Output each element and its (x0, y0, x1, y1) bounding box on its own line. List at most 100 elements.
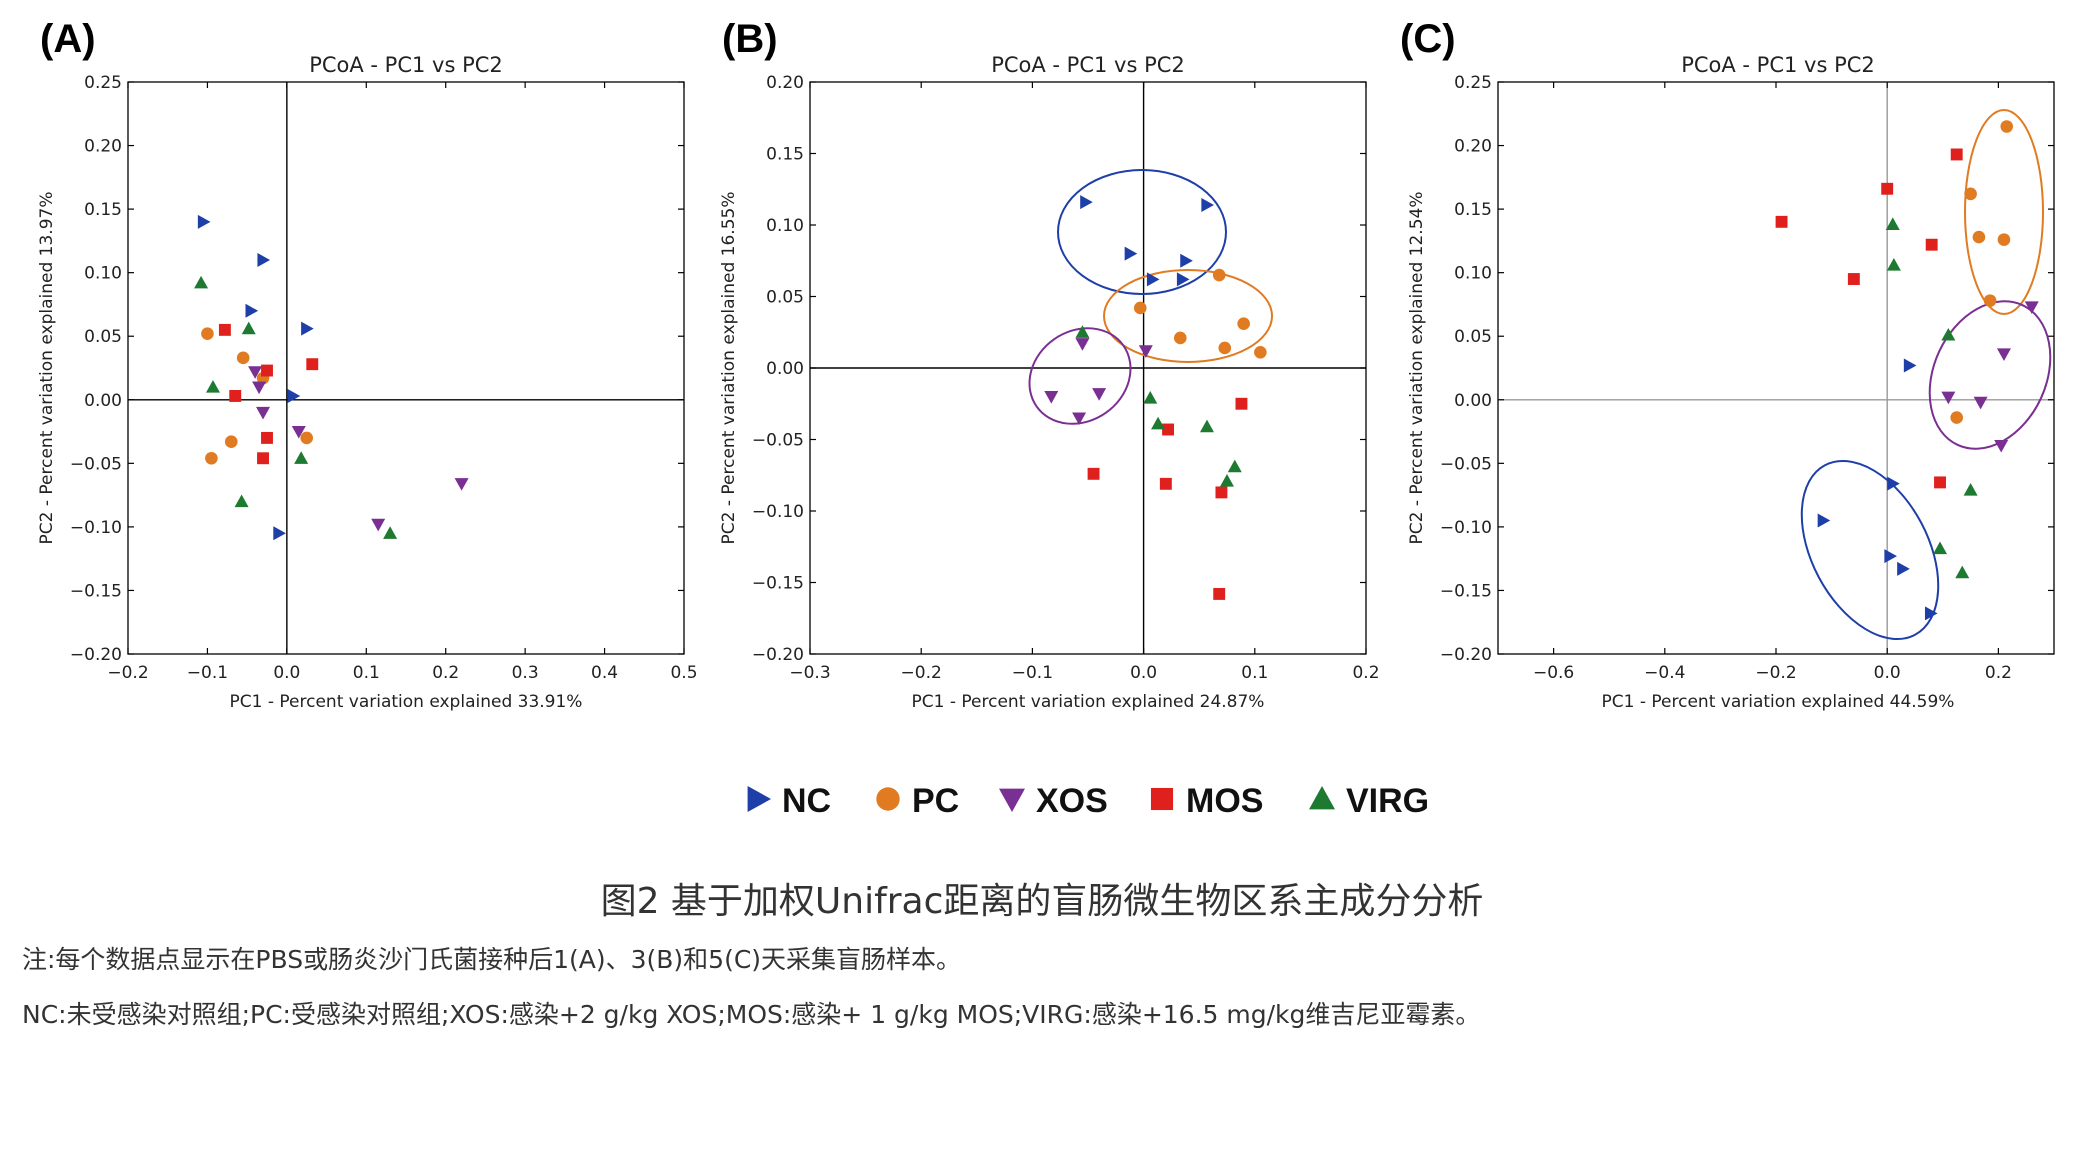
y-tick-label: 0.20 (1454, 137, 1492, 157)
panel-b-points (1044, 195, 1267, 600)
x-tick-label: 0.0 (1130, 663, 1157, 683)
panel-c-nc-ellipse (1800, 459, 1940, 641)
panel-b-nc-ellipse (1057, 169, 1227, 295)
point-pc (1133, 301, 1147, 315)
point-mos (1087, 467, 1100, 480)
panel-c-axes: −0.6 −0.4 −0.2 0.0 0.2 −0.20 −0.15 −0.10 −0.05 0.… (1440, 73, 2055, 683)
point-virg (1886, 258, 1901, 271)
point-xos (1941, 391, 1956, 405)
point-pc (1950, 411, 1963, 424)
point-pc (1972, 230, 1986, 244)
figure-note-line-2: NC:未受感染对照组;PC:受感染对照组;XOS:感染+2 g/kg XOS;M… (22, 1000, 1481, 1029)
point-pc (1254, 345, 1267, 359)
legend-marker-mos (1150, 787, 1174, 811)
legend-item-mos: MOS (1150, 782, 1263, 820)
y-tick-label: −0.15 (70, 581, 122, 601)
panel-c-pc-ellipse (1964, 109, 2044, 315)
panel-a-ylabel: PC2 - Percent variation explained 13.97% (37, 192, 57, 545)
point-pc (1997, 233, 2011, 246)
x-tick-label: 0.2 (1352, 663, 1379, 683)
legend: NC PC XOS MOS VIRG (747, 782, 1429, 820)
legend-label-virg: VIRG (1346, 782, 1429, 820)
y-tick-label: 0.15 (84, 200, 122, 220)
point-mos (1934, 476, 1946, 489)
y-tick-label: 0.15 (766, 145, 804, 165)
point-virg (1963, 483, 1978, 496)
panel-c-xlabel: PC1 - Percent variation explained 44.59% (1602, 692, 1955, 712)
x-tick-label: 0.1 (1241, 663, 1268, 683)
y-tick-label: −0.20 (752, 645, 804, 665)
panel-b-pc-ellipse (1103, 269, 1273, 363)
point-mos (1950, 148, 1963, 161)
y-tick-label: −0.15 (752, 574, 804, 594)
point-mos (1213, 587, 1226, 600)
x-tick-label: −0.6 (1533, 663, 1574, 683)
point-nc (1080, 195, 1093, 210)
x-tick-label: 0.3 (512, 663, 539, 683)
x-tick-label: 0.0 (273, 663, 300, 683)
point-mos (229, 390, 242, 402)
point-nc (1924, 606, 1938, 621)
x-tick-label: 0.0 (1874, 663, 1901, 683)
plot-frame (1497, 81, 2055, 655)
y-tick-label: 0.05 (84, 327, 122, 347)
legend-label-nc: NC (782, 782, 831, 820)
point-pc (1212, 268, 1226, 282)
point-xos (1044, 391, 1059, 404)
point-mos (1925, 238, 1938, 251)
panel-b-xos-ellipse (1028, 327, 1132, 425)
legend-label-mos: MOS (1186, 782, 1263, 820)
legend-marker-pc (876, 787, 900, 811)
y-tick-label: 0.25 (84, 73, 122, 93)
point-pc (236, 351, 250, 365)
point-mos (306, 358, 319, 371)
point-nc (1884, 549, 1897, 564)
y-tick-label: −0.05 (1440, 454, 1492, 474)
panel-a-axes: −0.2 −0.1 0.0 0.1 0.2 0.3 0.4 0.5 −0.20 −0.15 −0.1… (70, 73, 698, 683)
point-mos (1159, 477, 1172, 490)
point-mos (1215, 486, 1228, 499)
y-tick-label: −0.05 (752, 431, 804, 451)
point-pc (224, 435, 238, 449)
y-tick-label: 0.00 (84, 391, 122, 411)
point-virg (241, 321, 256, 335)
y-tick-label: −0.10 (1440, 518, 1492, 538)
point-mos (1162, 423, 1175, 436)
point-xos (291, 425, 306, 439)
y-tick-label: 0.10 (84, 264, 122, 284)
point-pc (1218, 341, 1232, 355)
x-tick-label: −0.3 (789, 663, 830, 683)
point-virg (1199, 419, 1214, 433)
panel-b-xlabel: PC1 - Percent variation explained 24.87% (912, 692, 1265, 712)
point-nc (301, 321, 314, 336)
legend-item-pc: PC (876, 782, 959, 820)
point-nc (245, 303, 259, 318)
y-tick-label: 0.05 (766, 288, 804, 308)
y-tick-label: 0.05 (1454, 327, 1492, 347)
pcoa-figure: (A) PCoA - PC1 vs PC2 −0.2 −0.1 0.0 0.1 0.2 0… (37, 17, 2055, 820)
y-tick-label: 0.00 (766, 359, 804, 379)
y-tick-label: −0.10 (752, 502, 804, 522)
legend-label-pc: PC (912, 782, 959, 820)
point-nc (1887, 476, 1900, 491)
point-virg (1220, 473, 1234, 487)
legend-marker-xos (999, 788, 1025, 812)
x-tick-label: 0.2 (1985, 663, 2012, 683)
point-nc (1817, 513, 1831, 528)
point-nc (1180, 253, 1193, 268)
point-virg (1151, 416, 1166, 430)
point-nc (273, 526, 286, 541)
point-virg (1227, 459, 1242, 473)
point-virg (194, 275, 209, 289)
point-xos (1973, 396, 1988, 410)
point-xos (1138, 345, 1153, 358)
point-xos (248, 366, 263, 379)
point-nc (1897, 561, 1910, 576)
point-xos (1072, 412, 1087, 426)
x-tick-label: −0.4 (1644, 663, 1685, 683)
y-tick-label: 0.15 (1454, 200, 1492, 220)
panel-a-points (194, 214, 469, 541)
point-mos (1775, 215, 1788, 228)
panel-c-letter: (C) (1400, 17, 1456, 61)
point-pc (300, 431, 314, 445)
